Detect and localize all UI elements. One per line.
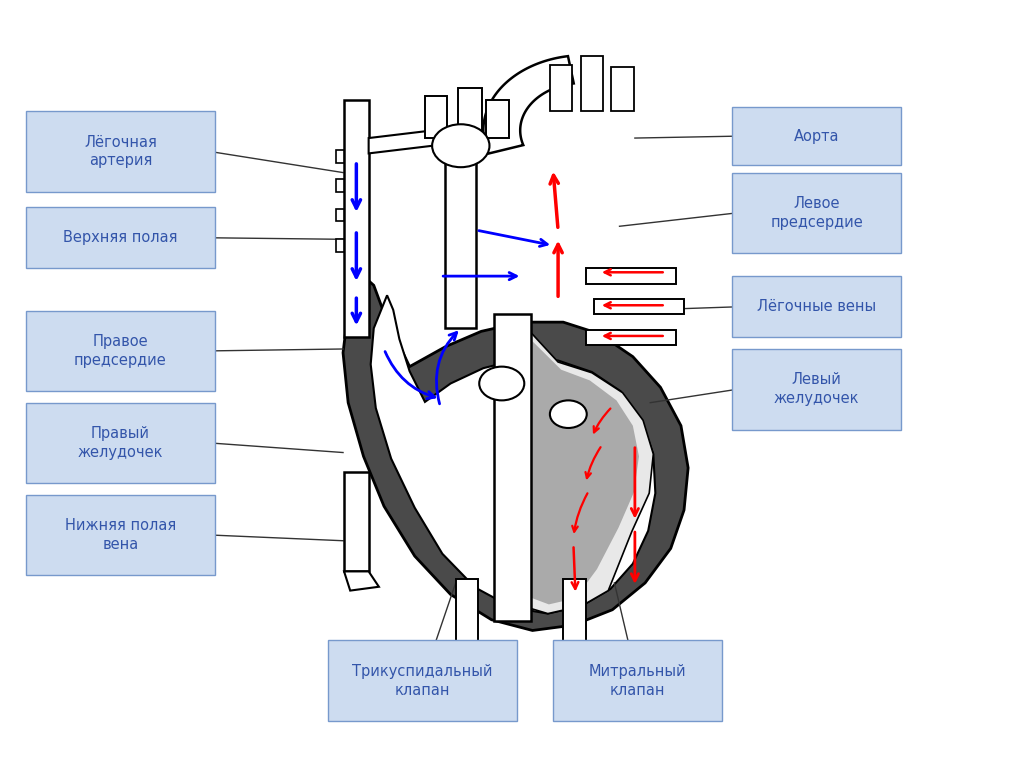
Text: Верхняя полая: Верхняя полая — [63, 230, 177, 245]
Bar — [336, 150, 344, 163]
FancyBboxPatch shape — [328, 640, 517, 721]
Polygon shape — [483, 56, 573, 153]
Circle shape — [432, 124, 489, 167]
Text: Левый
желудочек: Левый желудочек — [774, 373, 859, 406]
Bar — [336, 209, 344, 221]
Text: Правый
желудочек: Правый желудочек — [78, 426, 163, 459]
Bar — [344, 472, 369, 571]
Text: Лёгочная
артерия: Лёгочная артерия — [84, 135, 157, 168]
FancyBboxPatch shape — [732, 349, 901, 430]
Bar — [456, 579, 478, 648]
Bar — [550, 65, 572, 111]
Text: Аорта: Аорта — [794, 129, 840, 143]
Bar — [581, 56, 603, 111]
Circle shape — [479, 367, 524, 400]
Bar — [563, 579, 586, 648]
Text: Нижняя полая
вена: Нижняя полая вена — [65, 518, 176, 551]
Polygon shape — [344, 571, 379, 591]
FancyBboxPatch shape — [732, 107, 901, 165]
FancyBboxPatch shape — [26, 111, 215, 192]
Text: Правое
предсердие: Правое предсердие — [74, 334, 167, 367]
Bar — [594, 299, 684, 314]
Circle shape — [550, 400, 587, 428]
Bar — [586, 268, 676, 284]
FancyBboxPatch shape — [553, 640, 722, 721]
Polygon shape — [369, 129, 445, 153]
FancyBboxPatch shape — [732, 276, 901, 337]
Text: Трикуспидальный
клапан: Трикуспидальный клапан — [352, 664, 493, 697]
Polygon shape — [371, 295, 655, 614]
Text: Лёгочные вены: Лёгочные вены — [757, 299, 877, 314]
Bar — [445, 144, 476, 328]
Bar — [486, 100, 509, 138]
Bar — [611, 67, 634, 111]
Bar — [344, 100, 369, 337]
Bar — [425, 96, 447, 138]
FancyBboxPatch shape — [26, 311, 215, 391]
Bar — [495, 314, 531, 621]
FancyBboxPatch shape — [732, 173, 901, 253]
Bar — [458, 88, 482, 138]
Polygon shape — [522, 330, 653, 614]
Text: Митральный
клапан: Митральный клапан — [589, 664, 686, 697]
Polygon shape — [528, 341, 639, 604]
FancyBboxPatch shape — [26, 207, 215, 268]
Bar — [336, 239, 344, 252]
Bar — [336, 179, 344, 192]
Polygon shape — [343, 276, 688, 630]
Text: Левое
предсердие: Левое предсердие — [770, 196, 863, 229]
FancyBboxPatch shape — [26, 495, 215, 575]
Bar — [586, 330, 676, 345]
FancyBboxPatch shape — [26, 403, 215, 483]
